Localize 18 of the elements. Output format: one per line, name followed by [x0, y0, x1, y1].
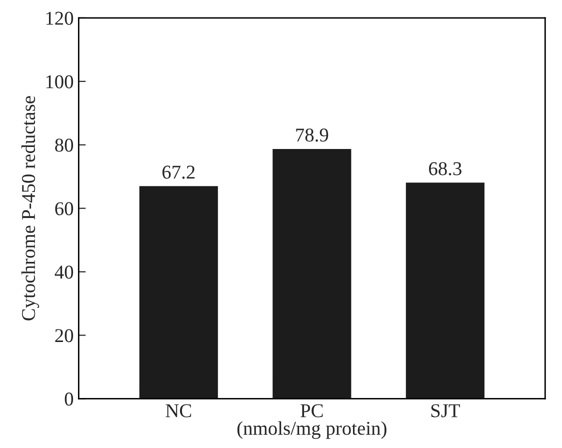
bar — [404, 181, 486, 399]
data-label: 67.2 — [162, 166, 195, 179]
y-tick-label: 0 — [64, 392, 74, 406]
bar — [138, 184, 220, 399]
data-label: 78.9 — [296, 128, 328, 142]
bar — [271, 148, 353, 399]
y-tick-label: 120 — [46, 12, 74, 25]
y-axis-title: Cytochrome P-450 reductase — [21, 96, 40, 320]
x-tick-label: NC — [166, 404, 192, 418]
y-tick-label: 60 — [55, 202, 74, 216]
y-tick-label: 40 — [54, 266, 74, 279]
x-axis-title: (nmols/mg protein) — [237, 421, 386, 439]
x-tick-label: PC — [300, 404, 323, 418]
y-tick-label: 100 — [46, 75, 74, 88]
data-label: 68.3 — [429, 162, 462, 176]
y-tick-label: 80 — [55, 138, 74, 152]
y-tick-label: 20 — [55, 329, 74, 342]
x-tick-label: SJT — [431, 404, 460, 418]
